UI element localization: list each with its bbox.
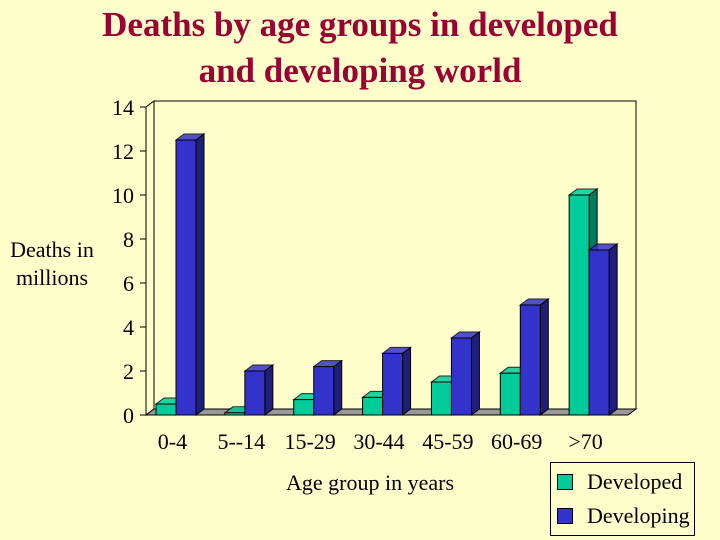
y-tick-label: 2 [123,359,134,384]
bar-developing-1 [244,370,266,416]
x-tick-label: 60-69 [491,429,542,454]
chart-title: Deaths by age groups in developed and de… [0,2,720,94]
y-tick-label: 10 [112,183,134,208]
bar-developing-3 [382,352,404,416]
x-tick-label: >70 [568,429,602,454]
bar-developing-2 [313,366,335,416]
legend-label-developing: Developing [587,503,690,528]
bar-developed-3 [362,396,384,416]
y-axis-label: Deaths in millions [0,236,104,292]
y-tick-label: 0 [123,403,134,428]
legend: Developed Developing [550,462,695,536]
y-axis-label-line-2: millions [15,265,89,290]
bar-developed-2 [293,399,315,416]
legend-label-developed: Developed [587,469,683,494]
x-tick-label: 45-59 [422,429,473,454]
chart-title-line-2: and developing world [198,51,522,90]
bar-developing-4-side [470,331,480,416]
y-tick-label: 14 [112,95,134,120]
bar-developed-1 [224,412,246,416]
chart-title-line-1: Deaths by age groups in developed [102,5,618,44]
bar-developed-4 [430,381,452,416]
bar-developed-0 [155,403,177,416]
y-axis-label-line-1: Deaths in [10,237,94,262]
bar-developed-5 [499,372,521,416]
legend-swatch-developing [557,508,573,524]
x-axis-label: Age group in years [286,470,455,495]
bar-developing-5-side [539,298,549,416]
bar-developing-0 [175,139,197,416]
bar-developing-0-side [195,133,205,416]
bar-developing-3-side [402,346,412,416]
legend-item-developing: Developing [555,499,690,533]
legend-swatch-developed [557,474,573,490]
bar-developing-1-side [264,364,274,416]
y-tick-label: 6 [123,271,134,296]
bar-developing-6 [588,249,610,416]
bar-developing-5 [519,304,541,416]
bar-developing-2-side [333,359,343,416]
x-tick-label: 30-44 [353,429,404,454]
x-tick-label: 15-29 [284,429,335,454]
y-tick-label: 4 [123,315,134,340]
y-tick-label: 12 [112,139,134,164]
plot-side-wall [145,100,155,416]
bar-developing-6-side [608,243,618,416]
x-tick-label: 0-4 [158,429,187,454]
bar-developing-4 [450,337,472,416]
legend-item-developed: Developed [555,465,690,499]
x-tick-label: 5--14 [217,429,265,454]
bar-developed-6 [568,194,590,416]
y-tick-label: 8 [123,227,134,252]
